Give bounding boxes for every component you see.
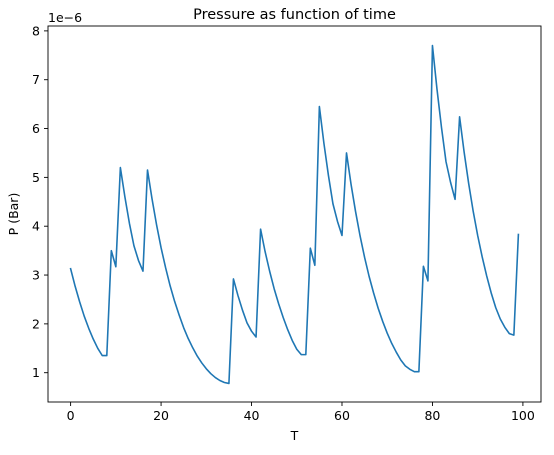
y-tick-label: 1 [32, 365, 40, 380]
ticks: 0 20 40 60 80 100 1 2 3 4 5 6 7 8 [32, 23, 535, 423]
x-tick-label: 40 [244, 408, 260, 423]
plot-frame [47, 25, 542, 403]
y-tick-label: 4 [32, 219, 40, 234]
y-axis-label: P (Bar) [6, 193, 21, 236]
x-axis-label: T [290, 428, 299, 443]
y-tick-label: 7 [32, 72, 40, 87]
y-axis-offset-label: 1e−6 [48, 10, 82, 25]
y-tick-label: 3 [32, 268, 40, 283]
y-tick-label: 6 [32, 121, 40, 136]
series-line [69, 44, 520, 385]
x-tick-label: 20 [153, 408, 169, 423]
chart-title: Pressure as function of time [193, 7, 396, 23]
x-tick-label: 60 [334, 408, 350, 423]
y-tick-label: 5 [32, 170, 40, 185]
x-tick-label: 0 [67, 408, 75, 423]
y-tick-label: 2 [32, 316, 40, 331]
y-tick-label: 8 [32, 23, 40, 38]
x-tick-label: 80 [424, 408, 440, 423]
x-tick-label: 100 [511, 408, 535, 423]
